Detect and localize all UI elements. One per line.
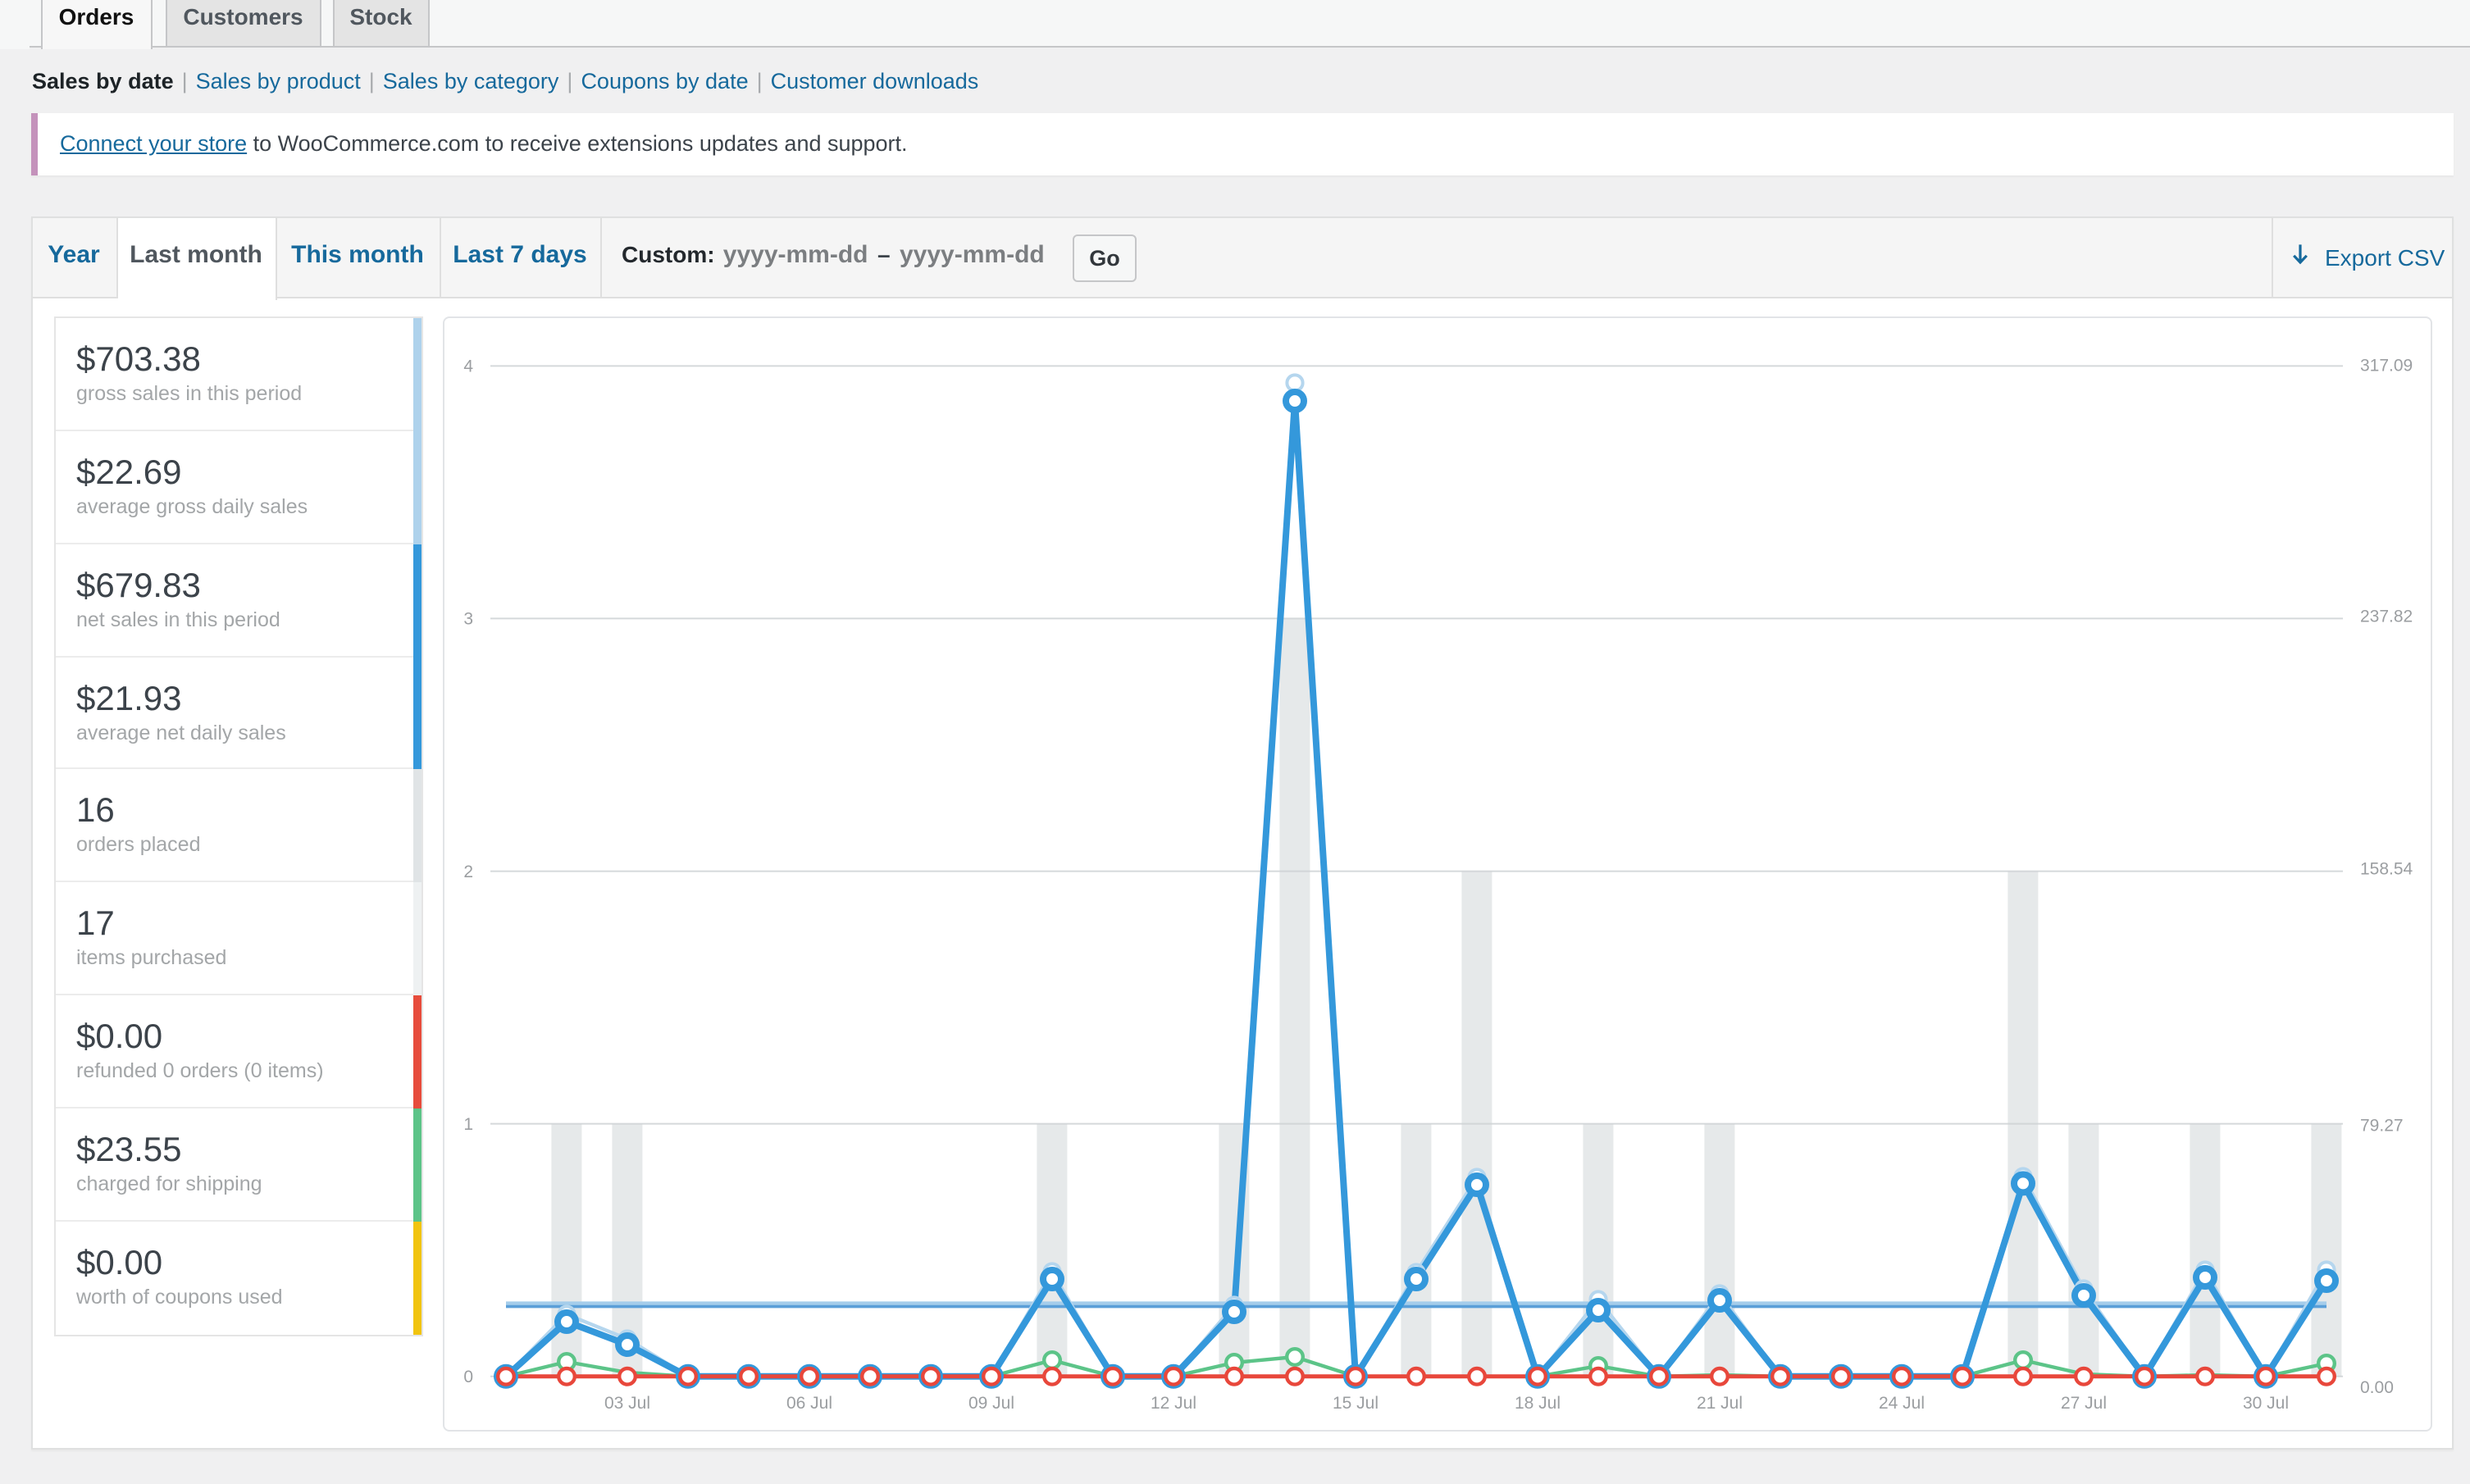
svg-text:27 Jul: 27 Jul — [2061, 1394, 2107, 1413]
svg-text:1: 1 — [463, 1115, 473, 1134]
svg-text:21 Jul: 21 Jul — [1697, 1394, 1743, 1413]
svg-text:79.27: 79.27 — [2360, 1117, 2404, 1136]
svg-text:09 Jul: 09 Jul — [968, 1394, 1014, 1413]
svg-text:317.09: 317.09 — [2360, 356, 2413, 375]
svg-text:0: 0 — [463, 1368, 473, 1386]
svg-text:06 Jul: 06 Jul — [786, 1394, 832, 1413]
svg-text:0.00: 0.00 — [2360, 1378, 2394, 1397]
svg-text:3: 3 — [463, 610, 473, 629]
svg-text:18 Jul: 18 Jul — [1515, 1394, 1561, 1413]
svg-text:15 Jul: 15 Jul — [1333, 1394, 1379, 1413]
svg-text:158.54: 158.54 — [2360, 860, 2413, 879]
svg-text:2: 2 — [463, 863, 473, 881]
svg-text:30 Jul: 30 Jul — [2243, 1394, 2289, 1413]
svg-text:03 Jul: 03 Jul — [604, 1394, 650, 1413]
svg-text:4: 4 — [463, 357, 473, 376]
svg-text:237.82: 237.82 — [2360, 607, 2413, 626]
svg-text:24 Jul: 24 Jul — [1879, 1394, 1925, 1413]
svg-text:12 Jul: 12 Jul — [1151, 1394, 1196, 1413]
